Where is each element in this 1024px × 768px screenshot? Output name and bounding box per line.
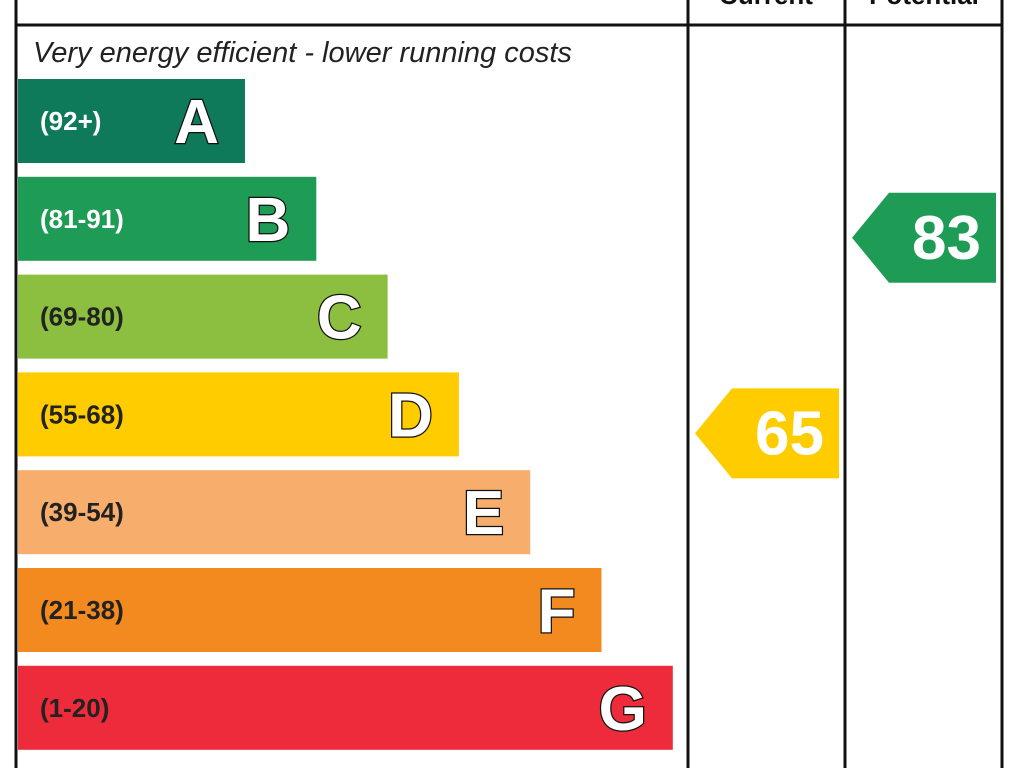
chart-frame	[14, 0, 1004, 768]
band-c: (69-80) C	[18, 274, 388, 359]
current-rating-arrow: 65	[695, 388, 839, 479]
rating-bands: (92+) A (81-91) B (69-80) C (55-68) D (39-54) E (2…	[18, 79, 673, 750]
potential-rating-arrow-shape	[852, 192, 996, 283]
current-rating-arrow-shape	[695, 388, 839, 479]
band-bar-b	[18, 176, 317, 261]
band-e: (39-54) E	[18, 470, 531, 555]
band-range-e: (39-54)	[40, 497, 124, 527]
band-range-g: (1-20)	[40, 693, 109, 723]
potential-rating-arrow-value: 83	[912, 204, 981, 273]
band-g: (1-20) G	[18, 665, 673, 750]
band-a: (92+) A	[18, 79, 245, 163]
band-range-b: (81-91)	[40, 204, 124, 234]
band-b: (81-91) B	[18, 176, 317, 261]
band-letter-d: D	[388, 381, 433, 450]
band-bar-f	[18, 568, 602, 652]
score-arrows: 65 83	[695, 192, 996, 479]
band-bar-a	[18, 79, 245, 163]
header-potential: Potential	[869, 0, 979, 10]
band-f: (21-38) F	[18, 568, 602, 652]
band-range-f: (21-38)	[40, 595, 124, 625]
header-current: Current	[719, 0, 813, 10]
band-range-c: (69-80)	[40, 302, 124, 332]
band-letter-e: E	[463, 479, 504, 548]
band-bar-e	[18, 470, 531, 555]
band-letter-b: B	[246, 186, 291, 255]
band-range-a: (92+)	[40, 106, 101, 136]
current-rating-arrow-value: 65	[755, 399, 824, 468]
band-d: (55-68) D	[18, 372, 459, 457]
band-range-d: (55-68)	[40, 399, 124, 429]
top-caption: Very energy efficient - lower running co…	[33, 37, 572, 69]
band-bar-g	[18, 665, 673, 750]
band-letter-c: C	[317, 284, 362, 353]
band-bar-d	[18, 372, 459, 457]
band-bar-c	[18, 274, 388, 359]
potential-rating-arrow: 83	[852, 192, 996, 283]
band-letter-a: A	[174, 88, 219, 157]
band-letter-f: F	[538, 577, 576, 646]
band-letter-g: G	[599, 675, 647, 744]
